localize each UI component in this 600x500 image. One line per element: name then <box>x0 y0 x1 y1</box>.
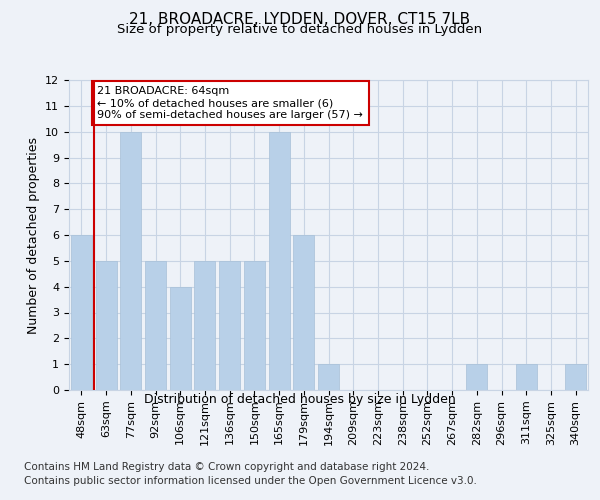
Text: 21 BROADACRE: 64sqm
← 10% of detached houses are smaller (6)
90% of semi-detache: 21 BROADACRE: 64sqm ← 10% of detached ho… <box>97 86 363 120</box>
Text: Distribution of detached houses by size in Lydden: Distribution of detached houses by size … <box>144 392 456 406</box>
Bar <box>318 364 339 390</box>
Bar <box>219 261 240 390</box>
Bar <box>194 261 215 390</box>
Bar <box>466 364 487 390</box>
Bar <box>145 261 166 390</box>
Bar <box>170 286 191 390</box>
Text: Size of property relative to detached houses in Lydden: Size of property relative to detached ho… <box>118 24 482 36</box>
Bar <box>95 261 116 390</box>
Bar <box>516 364 537 390</box>
Bar <box>120 132 141 390</box>
Text: Contains public sector information licensed under the Open Government Licence v3: Contains public sector information licen… <box>24 476 477 486</box>
Bar <box>565 364 586 390</box>
Text: 21, BROADACRE, LYDDEN, DOVER, CT15 7LB: 21, BROADACRE, LYDDEN, DOVER, CT15 7LB <box>130 12 470 28</box>
Bar <box>269 132 290 390</box>
Y-axis label: Number of detached properties: Number of detached properties <box>26 136 40 334</box>
Bar <box>293 235 314 390</box>
Bar <box>71 235 92 390</box>
Text: Contains HM Land Registry data © Crown copyright and database right 2024.: Contains HM Land Registry data © Crown c… <box>24 462 430 472</box>
Bar <box>244 261 265 390</box>
